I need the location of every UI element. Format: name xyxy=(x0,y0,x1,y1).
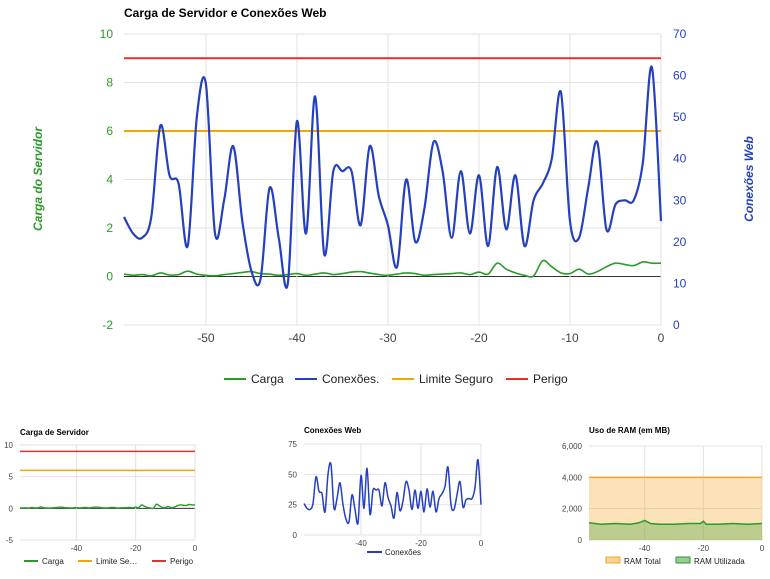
mini-x-tick-label: -40 xyxy=(71,544,83,553)
mini-conexoes-line xyxy=(303,459,482,525)
mini-x-tick-label: 0 xyxy=(479,539,484,548)
legend-item-perigo-label: Perigo xyxy=(533,372,568,386)
left-tick-label: 0 xyxy=(106,270,113,284)
x-tick-label: -30 xyxy=(379,331,397,345)
mini-legend-swatch xyxy=(605,556,621,564)
left-tick-label: 2 xyxy=(106,221,113,235)
mini-y-tick-label: 6,000 xyxy=(562,442,583,451)
right-tick-label: 60 xyxy=(673,69,687,83)
mini-legend-label: Perigo xyxy=(170,557,194,566)
right-tick-label: 20 xyxy=(673,235,687,249)
mini-y-tick-label: 50 xyxy=(288,470,297,479)
mini-carga-line xyxy=(19,503,195,510)
main-chart-title: Carga de Servidor e Conexões Web xyxy=(124,6,327,20)
mini-x-tick-label: -40 xyxy=(355,539,367,548)
mini-y-tick-label: 0 xyxy=(9,504,14,513)
x-tick-label: -20 xyxy=(470,331,488,345)
mini-y-tick-label: 10 xyxy=(4,441,13,450)
mini-legend-swatch xyxy=(675,556,691,564)
ram-utilizada-area xyxy=(589,520,762,540)
mini-chart-title: Carga de Servidor xyxy=(20,428,89,437)
x-tick-label: -10 xyxy=(561,331,579,345)
mini-x-tick-label: -20 xyxy=(698,544,710,553)
mini-x-tick-label: -20 xyxy=(415,539,427,548)
mini-x-tick-label: -20 xyxy=(130,544,142,553)
mini-y-tick-label: 4,000 xyxy=(562,473,583,482)
left-tick-label: 10 xyxy=(100,27,114,41)
mini-legend-label: Conexões xyxy=(385,548,421,557)
mini-chart-title: Conexões Web xyxy=(304,426,361,435)
right-tick-label: 10 xyxy=(673,276,687,290)
carga-series-line xyxy=(123,259,662,278)
mini-chart-carga: Carga de Servidor -5 0 5 10 -40 -20 0 Carga Limit… xyxy=(4,428,198,566)
mini-x-tick-label: 0 xyxy=(193,544,198,553)
left-tick-label: 4 xyxy=(106,173,113,187)
legend-item-conexoes-label: Conexões. xyxy=(322,372,379,386)
ram-utilizada-line xyxy=(588,519,763,526)
main-chart: Carga de Servidor e Conexões Web-2024681… xyxy=(31,6,756,386)
mini-y-tick-label: 0 xyxy=(578,536,583,545)
mini-legend-label: Limite Se… xyxy=(96,557,137,566)
mini-y-tick-label: 75 xyxy=(288,440,297,449)
mini-y-tick-label: 5 xyxy=(9,473,14,482)
mini-legend-label: RAM Total xyxy=(624,557,661,566)
mini-x-tick-label: -40 xyxy=(639,544,651,553)
mini-legend-label: RAM Utilizada xyxy=(694,557,745,566)
mini-y-tick-label: 25 xyxy=(288,501,297,510)
right-tick-label: 0 xyxy=(673,318,680,332)
legend-item-limite-seguro-label: Limite Seguro xyxy=(419,372,493,386)
left-tick-label: 6 xyxy=(106,124,113,138)
right-tick-label: 50 xyxy=(673,110,687,124)
legend-item-carga-label: Carga xyxy=(251,372,284,386)
mini-legend-label: Carga xyxy=(42,557,64,566)
mini-y-tick-label: -5 xyxy=(6,536,14,545)
mini-x-tick-label: 0 xyxy=(760,544,765,553)
x-tick-label: 0 xyxy=(658,331,665,345)
right-tick-label: 40 xyxy=(673,152,687,166)
conexoes-series-line xyxy=(123,65,663,289)
mini-chart-conexoes: Conexões Web 0 25 50 75 -40 -20 0 Conexões xyxy=(288,426,484,557)
mini-chart-ram: Uso de RAM (em MB) 0 2,000 4,000 6,000 -40 -20… xyxy=(562,426,765,566)
right-axis-title: Conexões Web xyxy=(742,136,756,222)
x-tick-label: -40 xyxy=(288,331,306,345)
mini-chart-title: Uso de RAM (em MB) xyxy=(589,426,670,435)
mini-y-tick-label: 2,000 xyxy=(562,505,583,514)
right-tick-label: 30 xyxy=(673,193,687,207)
left-tick-label: -2 xyxy=(102,318,113,332)
right-tick-label: 70 xyxy=(673,27,687,41)
left-tick-label: 8 xyxy=(106,76,113,90)
left-axis-title: Carga do Servidor xyxy=(31,126,45,231)
x-tick-label: -50 xyxy=(197,331,215,345)
mini-y-tick-label: 0 xyxy=(293,531,298,540)
